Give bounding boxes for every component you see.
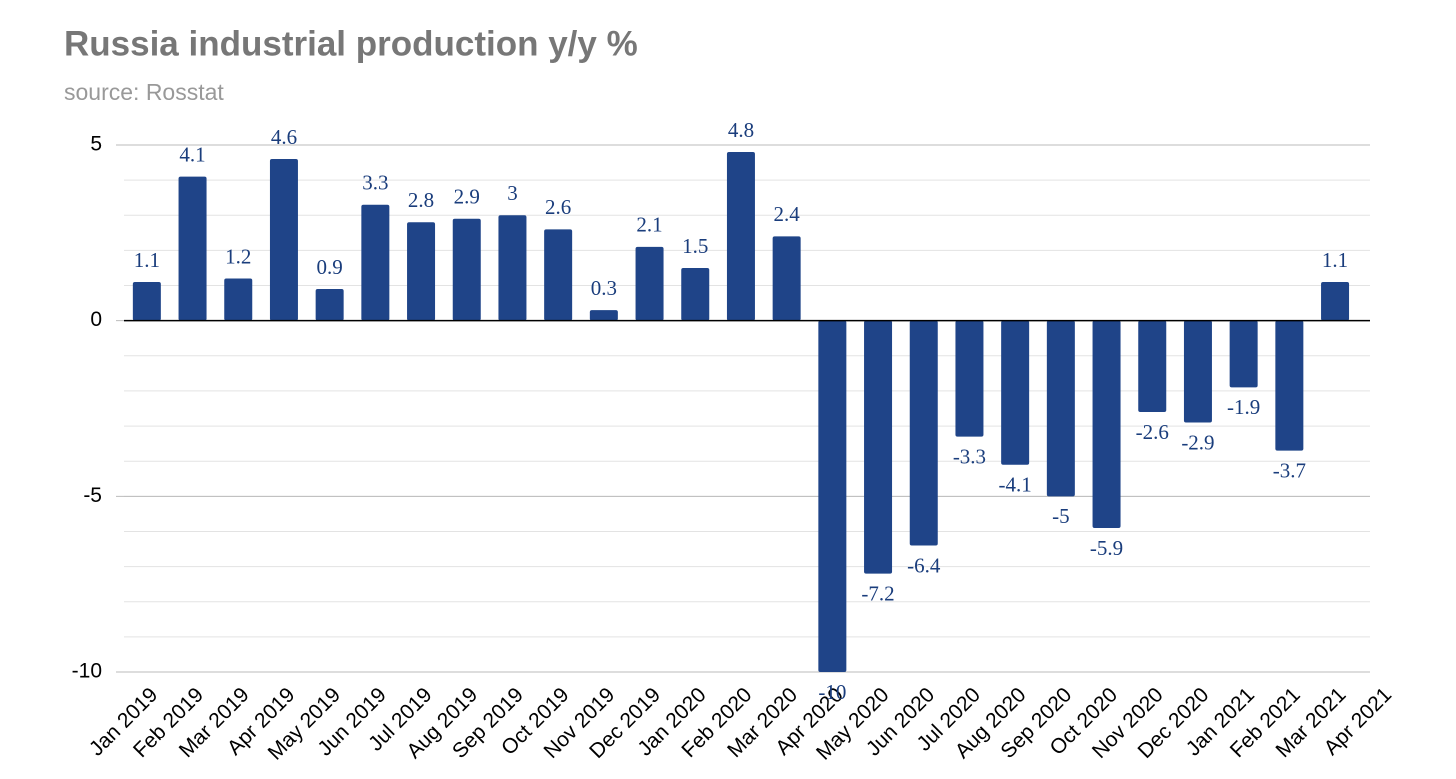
data-label: 2.6: [545, 195, 571, 219]
chart-subtitle: source: Rosstat: [64, 79, 224, 105]
bar: [544, 229, 573, 321]
bar: [224, 278, 253, 321]
data-label: -2.9: [1181, 430, 1214, 454]
data-label: 3: [507, 181, 518, 205]
bar: [1046, 320, 1075, 497]
data-label: 0.9: [317, 255, 343, 279]
chart-title: Russia industrial production y/y %: [64, 24, 638, 63]
y-tick-label: 5: [90, 133, 102, 156]
data-label: 1.2: [225, 244, 251, 268]
bar: [178, 176, 207, 321]
data-label: 4.1: [179, 142, 205, 166]
data-label: 4.6: [271, 125, 297, 149]
bar: [1229, 320, 1258, 388]
data-label: 1.1: [134, 248, 160, 272]
data-label: 2.9: [454, 185, 480, 209]
bar: [681, 267, 710, 321]
data-label: -10: [818, 680, 846, 704]
data-label: 4.8: [728, 118, 754, 142]
data-label: 3.3: [362, 171, 388, 195]
bar: [1092, 320, 1121, 528]
data-label: -3.3: [953, 444, 986, 468]
bar: [1138, 320, 1167, 413]
data-label: -5: [1052, 504, 1070, 528]
bar: [864, 320, 893, 574]
bar: [498, 215, 527, 321]
bar: [407, 222, 436, 321]
data-label: 1.5: [682, 234, 708, 258]
y-tick-label: -5: [83, 484, 102, 507]
data-label: -4.1: [999, 473, 1032, 497]
data-label: 2.8: [408, 188, 434, 212]
bar: [1275, 320, 1304, 451]
data-label: -5.9: [1090, 536, 1123, 560]
data-label: -2.6: [1136, 420, 1169, 444]
bar: [1001, 320, 1030, 465]
bar: [955, 320, 984, 437]
data-label: 2.1: [636, 213, 662, 237]
bar: [772, 236, 801, 321]
bar: [1183, 320, 1212, 423]
data-label: -7.2: [861, 581, 894, 605]
data-label: -1.9: [1227, 395, 1260, 419]
bar: [726, 152, 755, 321]
bar: [452, 218, 481, 321]
data-label: 1.1: [1322, 248, 1348, 272]
bar: [1321, 282, 1350, 321]
bar: [269, 159, 298, 321]
y-tick-label: 0: [90, 308, 102, 331]
bar: [635, 246, 664, 321]
data-label: -6.4: [907, 553, 941, 577]
bar: [315, 289, 344, 321]
bar: [909, 320, 938, 546]
y-tick-label: -10: [72, 660, 102, 683]
data-label: -3.7: [1273, 458, 1306, 482]
data-label: 0.3: [591, 276, 617, 300]
bar: [132, 282, 161, 321]
bar: [361, 204, 390, 321]
bar: [818, 320, 847, 672]
data-label: 2.4: [774, 202, 801, 226]
bar: [589, 310, 618, 321]
